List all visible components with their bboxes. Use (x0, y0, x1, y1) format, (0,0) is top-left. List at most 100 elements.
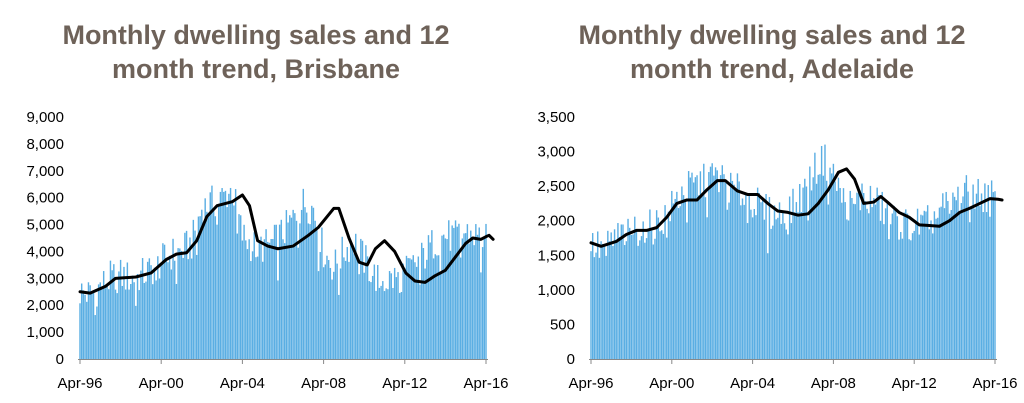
monthly-sales-bar (728, 202, 730, 359)
monthly-sales-bar (711, 163, 713, 359)
monthly-sales-bar (439, 272, 442, 359)
monthly-sales-bar (162, 243, 164, 359)
monthly-sales-bar (608, 241, 611, 359)
monthly-sales-bar (415, 266, 418, 359)
monthly-sales-bar (647, 231, 649, 359)
brisbane-chart: Monthly dwelling sales and 12 month tren… (0, 18, 512, 392)
monthly-sales-bar (704, 197, 707, 359)
monthly-sales-bar (787, 234, 789, 359)
monthly-sales-bar (459, 257, 462, 359)
monthly-sales-bar (649, 209, 651, 359)
monthly-sales-bar (299, 223, 301, 359)
monthly-sales-bar (483, 236, 486, 359)
monthly-sales-bar (123, 266, 125, 359)
monthly-sales-bar (763, 219, 766, 359)
monthly-sales-bar (797, 212, 799, 359)
monthly-sales-bar (666, 237, 668, 359)
monthly-sales-bar (363, 272, 365, 359)
monthly-sales-bar (118, 271, 120, 359)
x-tick: Apr-08 (811, 375, 856, 392)
monthly-sales-bar (735, 189, 737, 359)
monthly-sales-bar (119, 259, 122, 359)
x-tick-label: Apr-08 (301, 375, 346, 392)
monthly-sales-bar (209, 192, 211, 359)
monthly-sales-bar (849, 190, 851, 359)
monthly-sales-bar (341, 236, 343, 359)
monthly-sales-bar (778, 202, 781, 359)
monthly-sales-bar (116, 293, 118, 359)
monthly-sales-bar (255, 257, 257, 359)
monthly-sales-bar (246, 249, 249, 359)
monthly-sales-bar (644, 242, 646, 359)
monthly-sales-bar (145, 281, 147, 359)
monthly-sales-bar (358, 274, 360, 359)
y-tick: 7,000 (26, 163, 64, 180)
monthly-sales-bar (654, 238, 656, 359)
monthly-sales-bar (775, 219, 777, 359)
monthly-sales-bar (390, 273, 392, 359)
monthly-sales-bar (165, 258, 167, 359)
monthly-sales-bar (322, 267, 325, 359)
monthly-sales-bar (770, 228, 772, 359)
monthly-sales-bar (831, 173, 833, 359)
monthly-sales-bar (990, 180, 993, 359)
monthly-sales-bar (412, 255, 414, 359)
monthly-sales-bar (603, 246, 606, 359)
monthly-sales-bar (730, 172, 732, 359)
monthly-sales-bar (86, 301, 88, 359)
monthly-sales-bar (753, 209, 755, 359)
monthly-sales-bar (591, 233, 594, 359)
monthly-sales-bar (219, 191, 222, 359)
monthly-sales-bar (253, 232, 255, 359)
monthly-sales-bar (243, 224, 245, 359)
monthly-sales-bar (319, 252, 321, 359)
chart-title: Monthly dwelling sales and 12 month tren… (512, 18, 1024, 86)
y-tick: 500 (550, 316, 575, 333)
monthly-sales-bar (827, 204, 830, 359)
y-tick-label: 3,500 (537, 109, 575, 126)
monthly-sales-bar (240, 215, 242, 359)
monthly-sales-bar (170, 269, 173, 359)
monthly-sales-bar (620, 224, 622, 359)
monthly-sales-bar (174, 260, 176, 359)
monthly-sales-bar (135, 305, 137, 359)
y-tick-label: 1,000 (537, 282, 575, 299)
monthly-sales-bar (223, 191, 225, 359)
y-tick-label: 5,000 (26, 217, 64, 234)
monthly-sales-bar (180, 250, 183, 359)
monthly-sales-bar (114, 289, 117, 359)
monthly-sales-bar (799, 184, 801, 359)
monthly-sales-bar (167, 262, 169, 359)
monthly-sales-bar (371, 275, 374, 359)
trend-line (589, 167, 1004, 248)
monthly-sales-bar (945, 191, 947, 359)
monthly-sales-bar (422, 248, 425, 359)
monthly-sales-bar (723, 174, 725, 359)
monthly-sales-bar (724, 182, 727, 359)
monthly-sales-bar (958, 210, 961, 359)
monthly-sales-bar (911, 233, 914, 359)
monthly-sales-bar (876, 187, 878, 359)
monthly-sales-bar (873, 197, 875, 359)
monthly-sales-bar (238, 214, 240, 359)
monthly-sales-bar (109, 260, 112, 359)
monthly-sales-bar (283, 243, 286, 359)
monthly-sales-bar (432, 258, 435, 359)
monthly-sales-bar (263, 239, 266, 359)
monthly-sales-bar (146, 261, 149, 359)
monthly-sales-bar (130, 284, 132, 359)
monthly-sales-bar (635, 229, 638, 359)
monthly-sales-bar (143, 282, 145, 359)
y-tick: 2,500 (537, 178, 575, 195)
monthly-sales-bar (91, 292, 93, 359)
monthly-sales-bar (972, 184, 974, 359)
monthly-sales-bar (716, 170, 718, 359)
x-tick: Apr-96 (57, 375, 102, 392)
chart-title: Monthly dwelling sales and 12 month tren… (0, 18, 512, 86)
monthly-sales-bar (896, 216, 899, 359)
monthly-sales-bar (409, 258, 411, 359)
monthly-sales-bar (399, 292, 401, 359)
monthly-sales-bar (177, 248, 179, 359)
monthly-sales-bar (639, 240, 641, 359)
monthly-sales-bar (926, 205, 929, 359)
